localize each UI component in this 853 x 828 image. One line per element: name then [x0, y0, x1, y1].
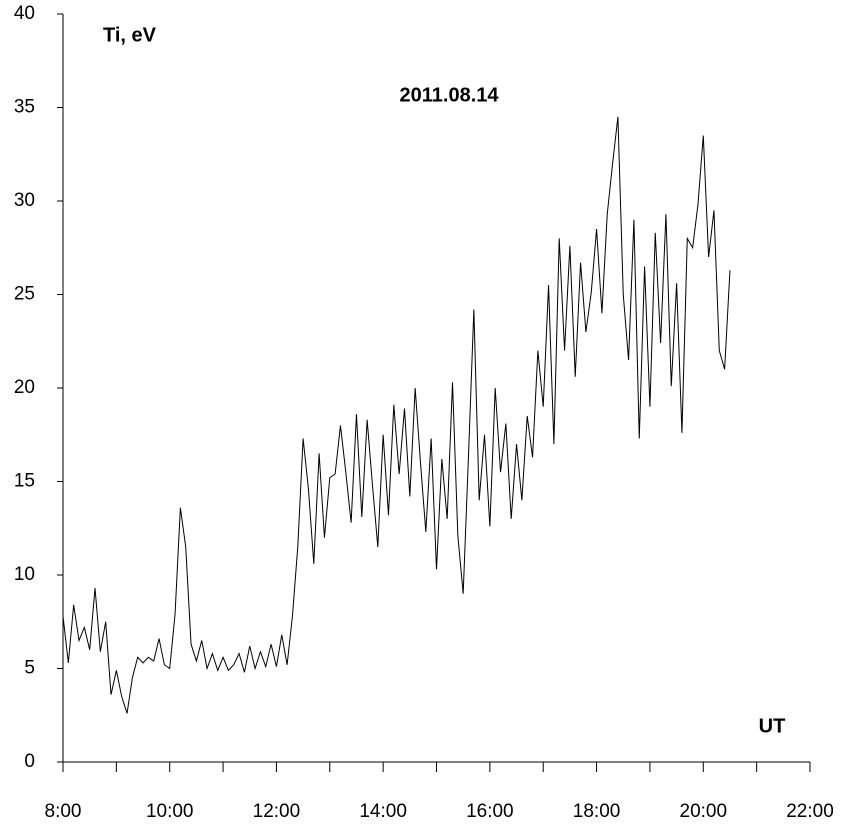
x-tick-label: 20:00 [680, 801, 728, 822]
y-tick-label: 20 [14, 377, 35, 398]
y-axis-label: Ti, eV [103, 24, 157, 46]
x-tick-label: 16:00 [466, 801, 514, 822]
y-tick-label: 25 [14, 284, 35, 305]
y-tick-label: 5 [24, 658, 35, 679]
y-tick-label: 40 [14, 3, 35, 24]
y-tick-label: 35 [14, 97, 35, 118]
x-tick-label: 14:00 [359, 801, 407, 822]
x-tick-label: 22:00 [786, 801, 834, 822]
x-tick-label: 18:00 [573, 801, 621, 822]
y-tick-label: 15 [14, 471, 35, 492]
x-tick-label: 8:00 [45, 801, 82, 822]
y-tick-label: 0 [24, 751, 35, 772]
chart-title: 2011.08.14 [400, 84, 500, 106]
x-axis-label: UT [759, 715, 786, 737]
data-line [62, 116, 731, 714]
y-tick-label: 30 [14, 190, 35, 211]
x-tick-label: 10:00 [146, 801, 194, 822]
x-tick-label: 12:00 [253, 801, 301, 822]
y-tick-label: 10 [14, 564, 35, 585]
